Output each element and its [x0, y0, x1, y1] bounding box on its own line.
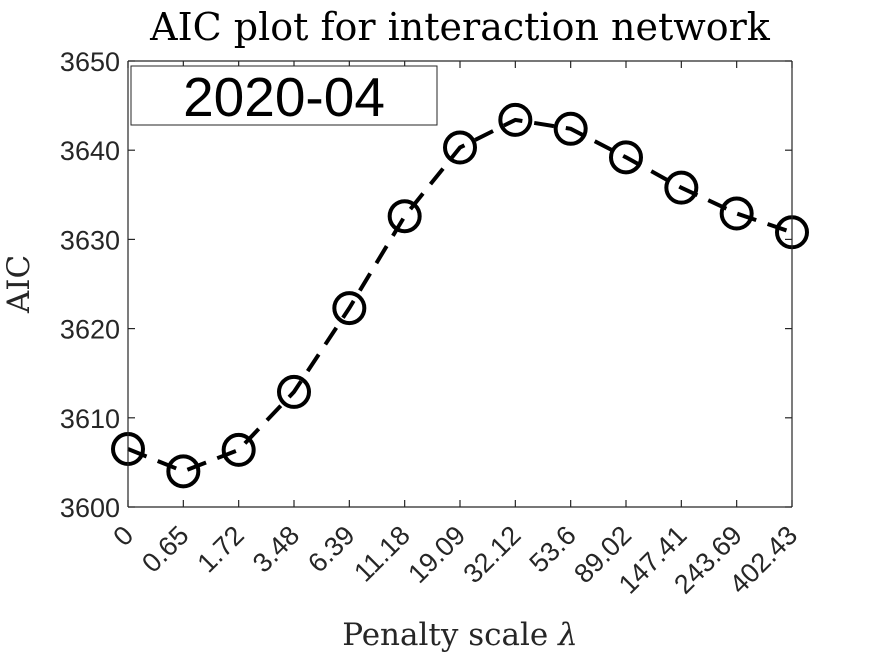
x-tick-label: 0: [107, 520, 139, 552]
y-tick-label: 3640: [60, 136, 120, 166]
legend-box: 2020-04: [130, 65, 438, 128]
y-tick-label: 3620: [60, 315, 120, 345]
x-tick-label: 11.18: [348, 520, 416, 588]
data-point-marker: [719, 196, 754, 231]
y-ticks: 3600 3610 3620 3630 3640 3650: [60, 47, 792, 523]
y-tick-label: 3650: [60, 47, 120, 77]
legend-frame: [130, 65, 438, 126]
data-point-marker: [443, 130, 477, 165]
x-tick-label: 1.72: [192, 520, 250, 578]
x-tick-label: 3.48: [247, 520, 305, 578]
data-point-marker: [664, 170, 699, 205]
data-point-marker: [332, 291, 367, 326]
x-axis-title: Penalty scale λ: [342, 617, 578, 653]
legend-label: 2020-04: [183, 66, 385, 128]
x-tick-label: 0.65: [136, 520, 194, 578]
x-tick-label: 32.12: [458, 520, 527, 589]
x-axis-title-text: Penalty scale: [342, 617, 548, 653]
y-tick-label: 3600: [60, 493, 120, 523]
y-axis-title: AIC: [1, 255, 37, 314]
data-point-marker: [609, 140, 643, 175]
x-tick-label: 19.09: [402, 520, 471, 589]
chart-title: AIC plot for interaction network: [149, 5, 771, 49]
series-line: [127, 117, 793, 474]
data-point-marker: [277, 374, 311, 409]
y-tick-label: 3610: [60, 404, 120, 434]
data-point-marker: [221, 432, 256, 467]
series-layer: [111, 102, 809, 489]
lambda-symbol: λ: [556, 617, 578, 653]
data-point-marker: [387, 199, 422, 234]
data-point-marker: [553, 111, 588, 146]
data-point-marker: [498, 102, 533, 137]
data-point-marker: [166, 454, 201, 489]
y-tick-label: 3630: [60, 225, 120, 255]
plot-area: [128, 61, 792, 507]
